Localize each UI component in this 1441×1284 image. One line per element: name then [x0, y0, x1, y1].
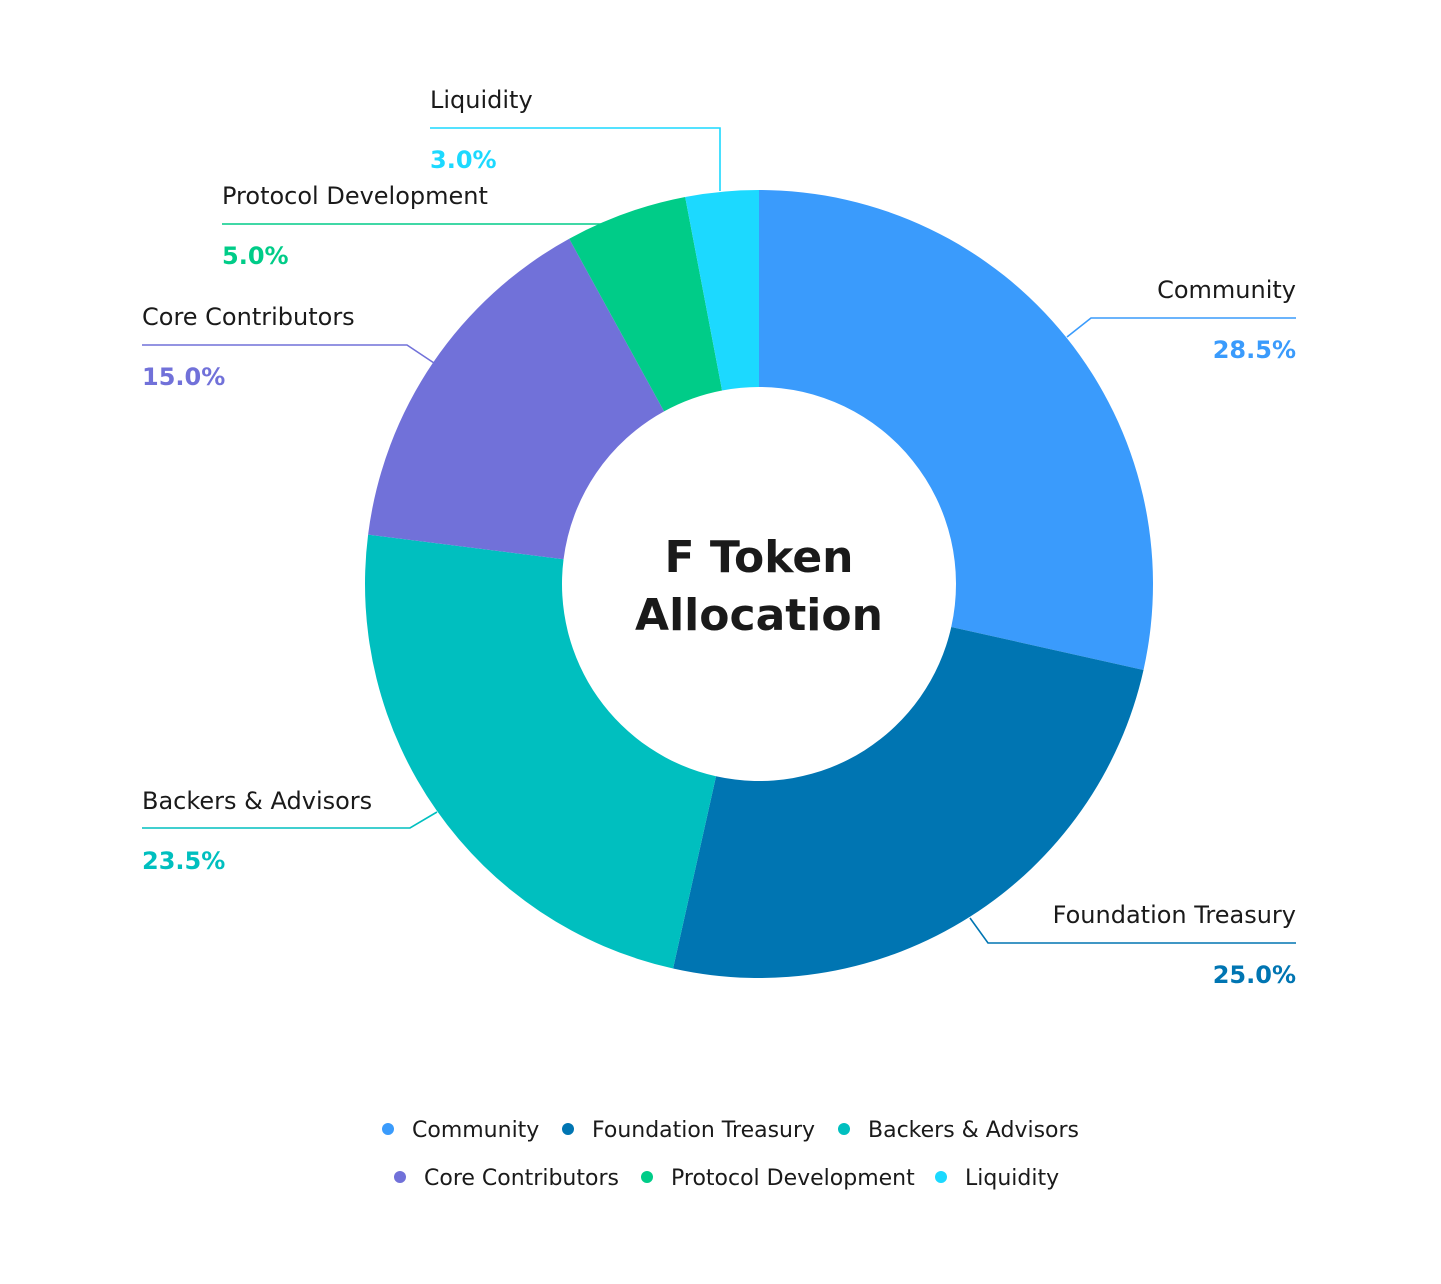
legend-marker-foundation-treasury: [562, 1123, 574, 1135]
legend-label-foundation-treasury[interactable]: Foundation Treasury: [592, 1118, 815, 1143]
slices-group: [364, 190, 1154, 978]
legend-label-core-contributors[interactable]: Core Contributors: [424, 1166, 619, 1191]
legend-marker-protocol-development: [641, 1171, 653, 1183]
callout-line-liquidity: [430, 127, 721, 191]
legend-label-protocol-development[interactable]: Protocol Development: [671, 1166, 915, 1191]
legend-marker-community: [382, 1123, 394, 1135]
callout-label-liquidity: Liquidity: [430, 86, 533, 114]
legend-marker-backers-and-advisors: [838, 1123, 850, 1135]
legend-marker-liquidity: [935, 1171, 947, 1183]
callout-value-liquidity: 3.0%: [430, 146, 497, 174]
center-title-group: F Token Allocation: [635, 532, 883, 641]
callout-value-backers-and-advisors: 23.5%: [142, 847, 225, 875]
callout-value-community: 28.5%: [1213, 336, 1296, 364]
chart-title-line-1: F Token: [664, 532, 853, 583]
slice-backers-and-advisors[interactable]: [364, 534, 717, 969]
legend-label-liquidity[interactable]: Liquidity: [965, 1166, 1059, 1191]
callout-line-community: [1066, 317, 1296, 338]
slice-liquidity[interactable]: [685, 190, 759, 391]
callout-value-protocol-development: 5.0%: [222, 242, 289, 270]
slice-foundation-treasury[interactable]: [673, 626, 1144, 978]
legend-label-community[interactable]: Community: [412, 1118, 539, 1143]
slice-community[interactable]: [759, 190, 1154, 670]
callout-line-backers-and-advisors: [142, 811, 438, 829]
callout-label-foundation-treasury: Foundation Treasury: [1053, 901, 1296, 929]
chart-title-line-2: Allocation: [635, 590, 883, 641]
slice-core-contributors[interactable]: [368, 238, 665, 560]
callout-label-backers-and-advisors: Backers & Advisors: [142, 787, 372, 815]
callout-line-foundation-treasury: [969, 917, 1296, 944]
callout-value-foundation-treasury: 25.0%: [1213, 961, 1296, 989]
legend: Community Foundation Treasury Backers & Ad…: [382, 1118, 1079, 1191]
callout-value-core-contributors: 15.0%: [142, 363, 225, 391]
callouts-group: Community 28.5% Foundation Treasury 25.0% Ba…: [142, 86, 1296, 989]
callout-line-core-contributors: [142, 344, 435, 364]
legend-label-backers-and-advisors[interactable]: Backers & Advisors: [868, 1118, 1079, 1143]
callout-label-core-contributors: Core Contributors: [142, 303, 355, 331]
callout-label-community: Community: [1157, 276, 1296, 304]
slice-protocol-development[interactable]: [569, 196, 723, 412]
legend-marker-core-contributors: [394, 1171, 406, 1183]
callout-label-protocol-development: Protocol Development: [222, 182, 488, 210]
